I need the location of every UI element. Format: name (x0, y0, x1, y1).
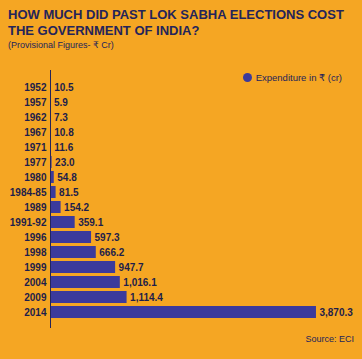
svg-text:1957: 1957 (24, 97, 47, 108)
html-text:Expenditure in ₹ (cr): Expenditure in ₹ (cr) (255, 72, 342, 83)
svg-text:1989: 1989 (24, 202, 47, 213)
svg-text:1984-85: 1984-85 (10, 187, 47, 198)
svg-text:2009: 2009 (24, 292, 47, 303)
svg-text:5.9: 5.9 (54, 97, 68, 108)
svg-text:154.2: 154.2 (64, 202, 89, 213)
svg-text:10.5: 10.5 (54, 82, 74, 93)
html-text:HOW MUCH DID PAST LOK SABHA EL: HOW MUCH DID PAST LOK SABHA ELECTIONS CO… (8, 7, 344, 38)
svg-text:1977: 1977 (24, 157, 47, 168)
svg-text:1996: 1996 (24, 232, 47, 243)
html-text:Source: ECI: Source: ECI (305, 334, 354, 344)
svg-text:1,016.1: 1,016.1 (123, 277, 157, 288)
svg-text:666.2: 666.2 (99, 247, 124, 258)
svg-text:1971: 1971 (24, 142, 47, 153)
svg-text:23.0: 23.0 (55, 157, 75, 168)
svg-text:11.6: 11.6 (54, 142, 73, 153)
svg-text:2004: 2004 (24, 277, 47, 288)
html-text:(Provisional Figures- ₹ Cr): (Provisional Figures- ₹ Cr) (8, 40, 114, 50)
svg-text:1,114.4: 1,114.4 (130, 292, 163, 303)
svg-text:10.8: 10.8 (54, 127, 74, 138)
svg-text:359.1: 359.1 (78, 217, 103, 228)
svg-text:1980: 1980 (24, 172, 47, 183)
svg-text:7.3: 7.3 (54, 112, 68, 123)
svg-text:1991-92: 1991-92 (10, 217, 47, 228)
svg-text:81.5: 81.5 (59, 187, 79, 198)
svg-text:597.3: 597.3 (95, 232, 120, 243)
svg-text:1999: 1999 (24, 262, 47, 273)
svg-text:1967: 1967 (24, 127, 47, 138)
svg-text:1998: 1998 (24, 247, 47, 258)
svg-text:1962: 1962 (24, 112, 47, 123)
svg-text:947.7: 947.7 (119, 262, 144, 273)
svg-text:3,870.3: 3,870.3 (319, 307, 353, 318)
svg-text:2014: 2014 (24, 307, 47, 318)
svg-text:54.8: 54.8 (57, 172, 77, 183)
svg-text:1952: 1952 (24, 82, 47, 93)
